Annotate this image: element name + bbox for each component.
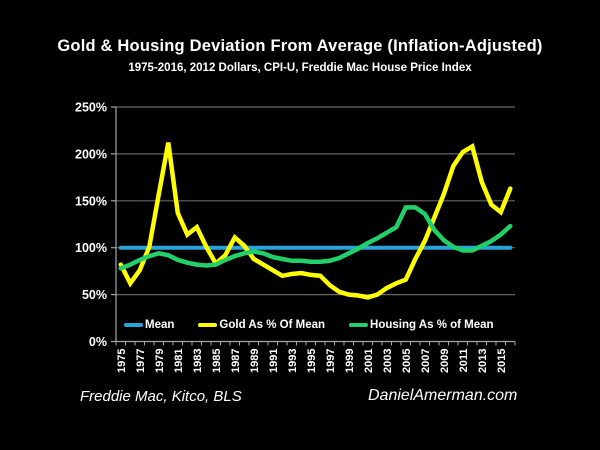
x-tick-label: 1979 (154, 349, 166, 373)
y-axis-ticks: 0% 50% 100% 150% 200% 250% (75, 101, 116, 349)
y-tick-label: 100% (75, 241, 107, 255)
data-sources-note: Freddie Mac, Kitco, BLS (80, 388, 242, 405)
series-line-housing-as-of-mean (118, 205, 513, 271)
x-tick-label: 1987 (230, 349, 242, 373)
legend-label-mean: Mean (145, 319, 175, 331)
x-tick-label: 1985 (211, 349, 223, 373)
x-tick-label: 2005 (401, 349, 413, 373)
legend: Mean Gold As % Of Mean Housing As % of M… (124, 319, 494, 331)
y-tick-label: 150% (75, 194, 107, 208)
axes (115, 107, 515, 343)
legend-item-mean: Mean (124, 319, 174, 331)
x-tick-label: 2013 (477, 349, 489, 373)
x-tick-label: 1981 (173, 349, 185, 373)
x-tick-label: 2007 (420, 349, 432, 373)
y-tick-label: 250% (75, 101, 107, 115)
x-tick-label: 1997 (325, 349, 337, 373)
website-credit: DanielAmerman.com (368, 387, 518, 404)
gold-line-swatch (198, 323, 218, 327)
x-tick-label: 1999 (344, 349, 356, 373)
chart-subtitle: 1975-2016, 2012 Dollars, CPI-U, Freddie … (128, 62, 472, 74)
housing-line-swatch (349, 323, 369, 327)
x-tick-label: 2003 (382, 349, 394, 373)
x-axis-ticks (115, 341, 516, 346)
y-tick-label: 0% (89, 335, 107, 349)
x-tick-label: 2011 (458, 349, 470, 373)
x-axis-labels: 1975 1977 1979 1981 1983 1985 1987 1989 1991 1993… (116, 349, 508, 373)
y-tick-label: 200% (75, 147, 107, 161)
legend-item-gold: Gold As % Of Mean (198, 319, 325, 331)
x-tick-label: 1991 (268, 349, 280, 373)
x-tick-label: 2001 (363, 349, 375, 373)
x-tick-label: 1975 (116, 349, 128, 373)
x-tick-label: 1995 (306, 349, 318, 373)
legend-item-housing: Housing As % of Mean (349, 319, 494, 331)
y-tick-label: 50% (82, 288, 107, 302)
x-tick-label: 2009 (439, 349, 451, 373)
x-tick-label: 1989 (249, 349, 261, 373)
x-tick-label: 1983 (192, 349, 204, 373)
x-tick-label: 1977 (135, 349, 147, 373)
chart-title: Gold & Housing Deviation From Average (I… (57, 37, 543, 55)
legend-label-housing: Housing As % of Mean (370, 319, 494, 331)
legend-label-gold: Gold As % Of Mean (219, 319, 326, 331)
x-tick-label: 2015 (496, 349, 508, 373)
series-line-gold-as-of-mean (118, 142, 513, 300)
mean-line-swatch (124, 323, 143, 327)
x-tick-label: 1993 (287, 349, 299, 373)
